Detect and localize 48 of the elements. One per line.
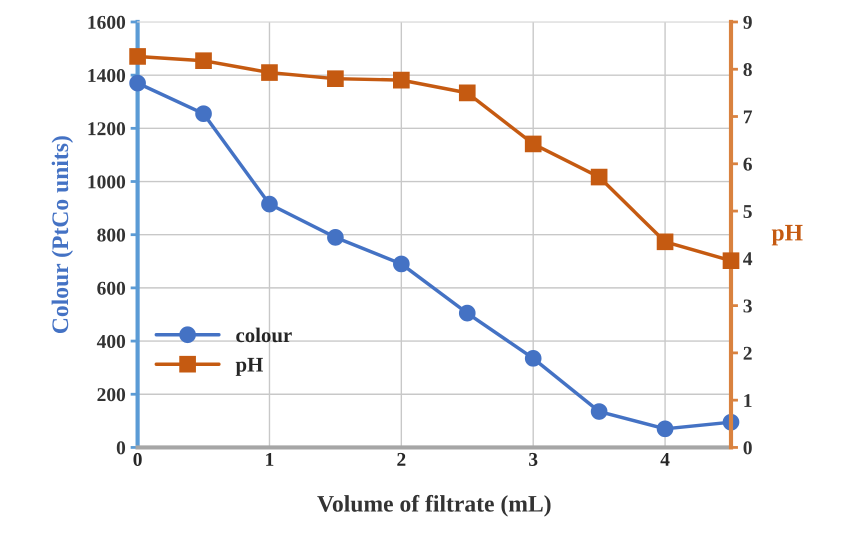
y2-tick-label: 7 bbox=[744, 110, 752, 124]
legend-label: colour bbox=[236, 328, 292, 342]
point bbox=[656, 420, 674, 438]
x-axis-title: Volume of filtrate (mL) bbox=[317, 494, 551, 517]
y2-axis-title: pH bbox=[772, 224, 803, 246]
point bbox=[590, 403, 608, 420]
point bbox=[656, 233, 674, 250]
y2-tick-label: 9 bbox=[743, 16, 752, 29]
point bbox=[261, 196, 278, 212]
y-tick-label: 1000 bbox=[88, 175, 126, 188]
x-tick-label: 1 bbox=[266, 452, 274, 466]
y-tick-label: 400 bbox=[96, 334, 126, 348]
y2-tick-label: 8 bbox=[743, 63, 752, 76]
point bbox=[129, 74, 146, 92]
point bbox=[195, 52, 212, 70]
y-tick-label: 0 bbox=[116, 441, 126, 454]
point bbox=[129, 48, 146, 65]
point bbox=[458, 84, 476, 102]
x-tick-label: 2 bbox=[397, 452, 406, 466]
y2-tick-label: 1 bbox=[744, 394, 752, 407]
point bbox=[524, 350, 542, 367]
y-tick-label: 600 bbox=[97, 282, 126, 295]
y2-tick-label: 2 bbox=[744, 346, 752, 360]
point bbox=[261, 64, 278, 81]
x-tick-label: 3 bbox=[529, 452, 538, 466]
y-tick-label: 1600 bbox=[88, 16, 126, 29]
y2-tick-label: 6 bbox=[743, 158, 752, 171]
y-axis-title: Colour (PtCo units) bbox=[52, 136, 74, 334]
point bbox=[327, 70, 344, 88]
y-tick-label: 1400 bbox=[88, 68, 126, 82]
y-tick-label: 200 bbox=[97, 388, 126, 402]
point bbox=[722, 252, 740, 270]
point bbox=[327, 229, 344, 246]
point bbox=[590, 168, 608, 186]
y2-tick-label: 3 bbox=[744, 299, 752, 313]
y-tick-label: 800 bbox=[97, 228, 126, 242]
y2-tick-label: 4 bbox=[743, 252, 752, 266]
y2-tick-label: 5 bbox=[744, 205, 752, 218]
point bbox=[393, 256, 410, 272]
point bbox=[393, 72, 410, 88]
x-tick-label: 4 bbox=[660, 452, 670, 466]
y2-tick-label: 0 bbox=[744, 441, 752, 454]
legend-label: pH bbox=[236, 358, 263, 376]
x-tick-label: 0 bbox=[133, 452, 142, 466]
point bbox=[458, 304, 476, 322]
y-tick-label: 1200 bbox=[88, 122, 126, 136]
point bbox=[524, 136, 542, 152]
point bbox=[195, 105, 212, 122]
